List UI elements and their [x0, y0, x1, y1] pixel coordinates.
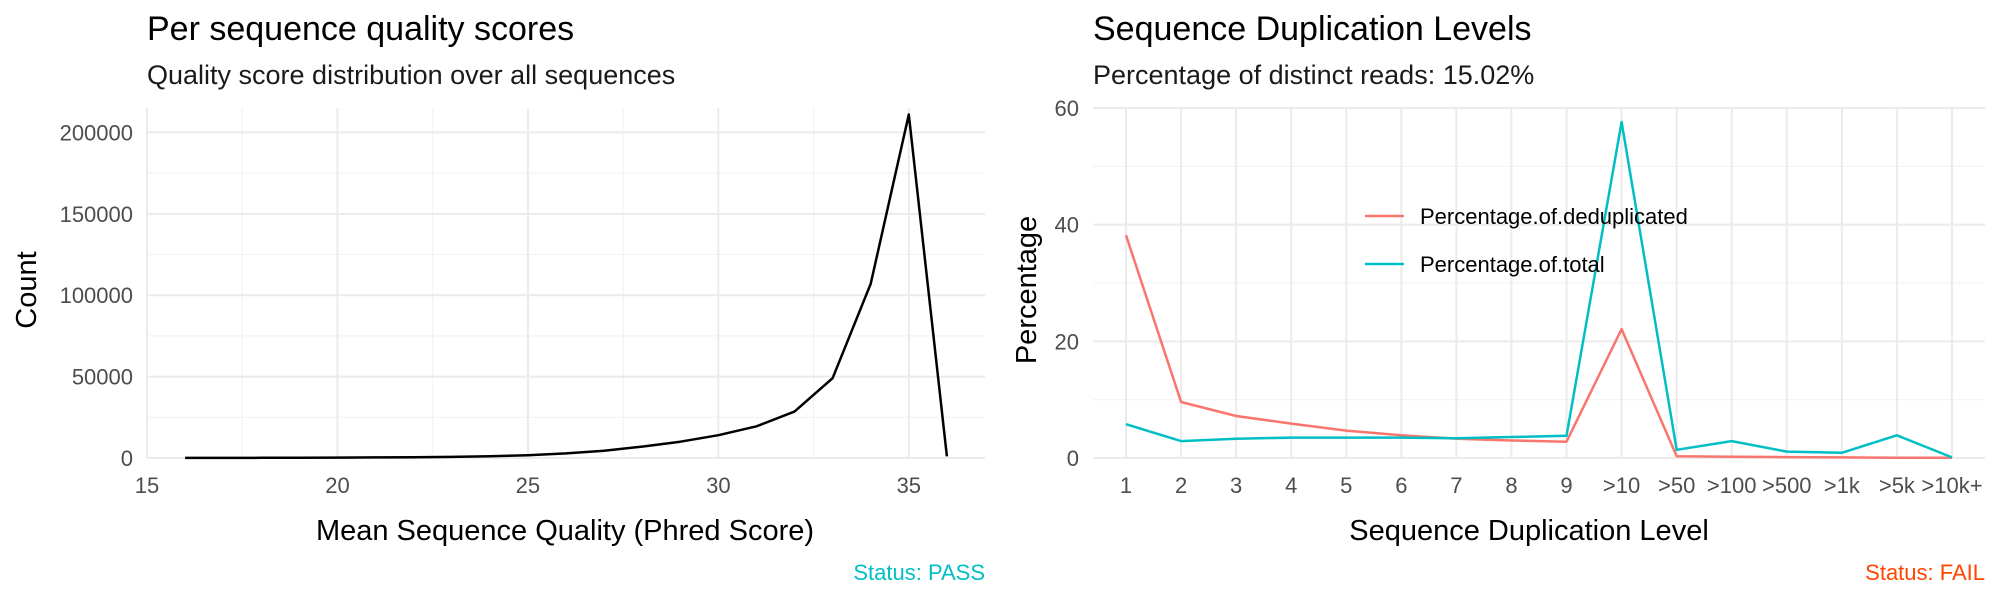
x-tick-label: 2 [1175, 473, 1187, 498]
chart-subtitle: Percentage of distinct reads: 15.02% [1093, 60, 1534, 90]
x-tick-label: 35 [897, 473, 921, 498]
x-tick-label: 9 [1560, 473, 1572, 498]
y-tick-label: 60 [1055, 96, 1079, 121]
legend: Percentage.of.deduplicated Percentage.of… [1365, 204, 1688, 277]
status-label: Status: PASS [853, 560, 985, 585]
x-axis-title: Mean Sequence Quality (Phred Score) [316, 515, 814, 547]
chart-title: Sequence Duplication Levels [1093, 10, 1532, 48]
series-lines [1124, 120, 1953, 459]
x-tick-label: 4 [1285, 473, 1297, 498]
x-tick-label: >10 [1603, 473, 1640, 498]
x-axis-ticks: 15 20 25 30 35 [135, 473, 921, 498]
series-line-total [1125, 120, 1953, 459]
x-tick-label: 25 [516, 473, 540, 498]
x-tick-label: 15 [135, 473, 159, 498]
chart-title: Per sequence quality scores [147, 10, 574, 48]
x-tick-label: >100 [1707, 473, 1757, 498]
legend-label-total: Percentage.of.total [1420, 252, 1605, 277]
x-tick-label: >10k+ [1921, 473, 1982, 498]
status-label: Status: FAIL [1865, 560, 1985, 585]
y-tick-label: 20 [1055, 329, 1079, 354]
x-tick-label: 30 [706, 473, 730, 498]
y-axis-ticks: 0 20 40 60 [1055, 96, 1079, 471]
legend-label-deduplicated: Percentage.of.deduplicated [1420, 204, 1688, 229]
duplication-chart: Sequence Duplication Levels Percentage o… [1011, 10, 1985, 585]
series-line-deduplicated [1124, 234, 1952, 459]
x-tick-label: 5 [1340, 473, 1352, 498]
y-tick-label: 50000 [72, 365, 133, 390]
quality-chart: Per sequence quality scores Quality scor… [11, 10, 985, 585]
y-axis-ticks: 0 50000 100000 150000 200000 [60, 120, 133, 471]
x-tick-label: >1k [1824, 473, 1861, 498]
grid [146, 108, 985, 459]
x-tick-label: 6 [1395, 473, 1407, 498]
series-lines [185, 113, 949, 460]
x-tick-label: >500 [1762, 473, 1812, 498]
y-tick-label: 200000 [60, 120, 133, 145]
chart-subtitle: Quality score distribution over all sequ… [147, 60, 675, 90]
y-tick-label: 40 [1055, 213, 1079, 238]
x-tick-label: 8 [1505, 473, 1517, 498]
x-tick-label: 1 [1120, 473, 1132, 498]
y-tick-label: 0 [121, 446, 133, 471]
series-line-count [185, 113, 949, 460]
y-tick-label: 0 [1067, 446, 1079, 471]
x-tick-label: 20 [325, 473, 349, 498]
x-tick-label: >5k [1879, 473, 1916, 498]
y-axis-title: Count [11, 251, 43, 328]
x-axis-title: Sequence Duplication Level [1349, 515, 1709, 547]
x-tick-label: 3 [1230, 473, 1242, 498]
x-tick-label: >50 [1658, 473, 1695, 498]
y-tick-label: 150000 [60, 202, 133, 227]
grid [1093, 107, 1985, 459]
y-axis-title: Percentage [1011, 216, 1043, 364]
x-tick-label: 7 [1450, 473, 1462, 498]
y-tick-label: 100000 [60, 283, 133, 308]
x-axis-ticks: 1 2 3 4 5 6 7 8 9 >10 >50 >100 >500 >1k >5k >10k+ [1120, 473, 1983, 498]
